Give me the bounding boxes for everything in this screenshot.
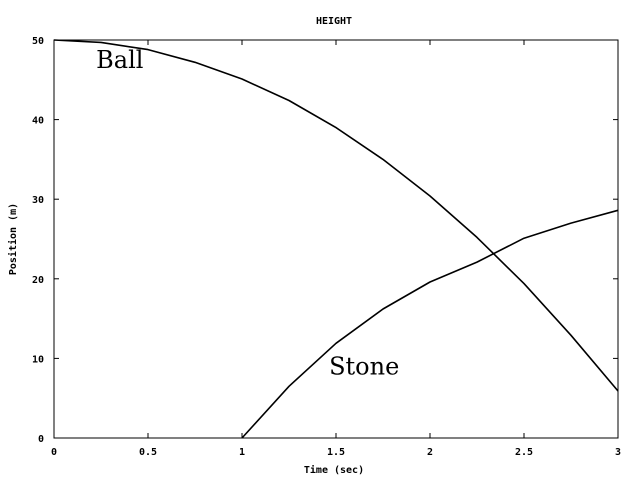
series-layer [53, 39, 619, 439]
y-axis-title: Position (m) [7, 203, 19, 275]
series-line-ball [53, 39, 619, 392]
y-tick-label: 40 [32, 116, 44, 127]
y-tick-label: 50 [32, 36, 44, 47]
x-axis-title: Time (sec) [304, 464, 364, 476]
y-tick-label: 30 [32, 195, 44, 206]
x-tick-label: 2.5 [515, 447, 533, 458]
series-label-ball: Ball [96, 46, 143, 74]
x-tick-label: 0.5 [139, 447, 157, 458]
series-line-stone [241, 209, 619, 439]
y-tick-label: 0 [38, 434, 44, 445]
y-tick-label: 10 [32, 354, 44, 365]
y-tick-label: 20 [32, 275, 44, 286]
series-label-stone: Stone [329, 352, 399, 380]
x-tick-label: 1 [239, 447, 245, 458]
x-tick-label: 2 [427, 447, 433, 458]
x-tick-label: 0 [51, 447, 57, 458]
x-tick-label: 1.5 [327, 447, 345, 458]
chart-title: HEIGHT [316, 16, 352, 27]
annotation-layer: Ball Stone [96, 46, 399, 380]
x-tick-label: 3 [615, 447, 621, 458]
